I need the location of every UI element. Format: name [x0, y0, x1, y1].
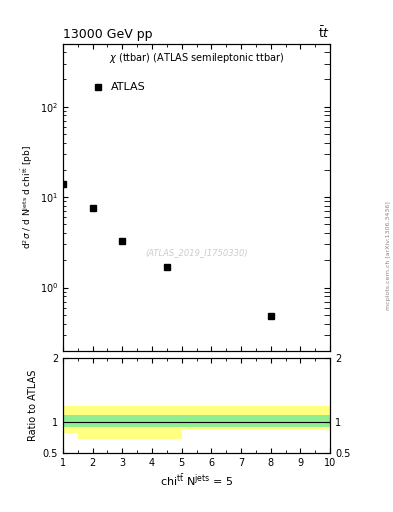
Text: ATLAS: ATLAS	[111, 81, 146, 92]
Text: $\chi$ (ttbar) (ATLAS semileptonic ttbar): $\chi$ (ttbar) (ATLAS semileptonic ttbar…	[108, 51, 285, 65]
Text: 13000 GeV pp: 13000 GeV pp	[63, 28, 152, 41]
X-axis label: chi$^{\rm t\bar{t}}$ N$^{\rm jets}$ = 5: chi$^{\rm t\bar{t}}$ N$^{\rm jets}$ = 5	[160, 472, 233, 488]
Text: $\bar{\rm t}$t: $\bar{\rm t}$t	[318, 26, 330, 41]
Y-axis label: Ratio to ATLAS: Ratio to ATLAS	[28, 370, 39, 441]
Y-axis label: d$^2\sigma$ / d N$^{\rm jets}$ d chi$^{\rm t\bar{t}}$ [pb]: d$^2\sigma$ / d N$^{\rm jets}$ d chi$^{\…	[20, 145, 35, 249]
Text: mcplots.cern.ch [arXiv:1306.3436]: mcplots.cern.ch [arXiv:1306.3436]	[386, 202, 391, 310]
Text: (ATLAS_2019_I1750330): (ATLAS_2019_I1750330)	[145, 248, 248, 257]
